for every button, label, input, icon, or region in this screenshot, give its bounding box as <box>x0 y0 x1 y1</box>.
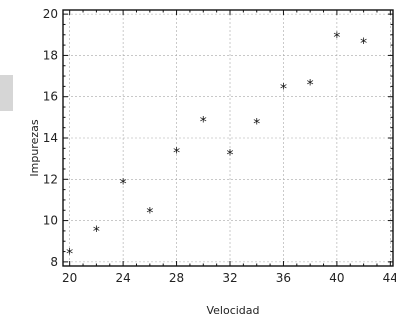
data-point: * <box>360 36 367 52</box>
y-tick-label: 12 <box>43 172 58 186</box>
data-point: * <box>120 176 127 192</box>
tick-labels: 20 24 28 32 36 40 44 8 10 12 14 16 18 20 <box>43 7 396 285</box>
x-tick-label: 32 <box>222 271 237 285</box>
y-tick-label: 8 <box>50 255 58 269</box>
data-point: * <box>227 148 234 164</box>
data-point: * <box>93 224 100 240</box>
data-point: * <box>253 117 260 133</box>
side-panel-tab <box>0 75 13 111</box>
data-point: * <box>66 247 73 263</box>
x-tick-label: 36 <box>276 271 291 285</box>
x-tick-label: 24 <box>115 271 130 285</box>
data-point: * <box>307 77 314 93</box>
x-tick-label: 20 <box>62 271 77 285</box>
x-axis-title: Velocidad <box>206 304 259 317</box>
y-tick-label: 20 <box>43 7 58 21</box>
x-tick-label: 40 <box>329 271 344 285</box>
data-point: * <box>146 205 153 221</box>
data-point: * <box>280 81 287 97</box>
y-tick-label: 16 <box>43 90 58 104</box>
y-tick-label: 14 <box>43 131 58 145</box>
y-axis-title: Impurezas <box>28 119 41 176</box>
data-point: * <box>173 145 180 161</box>
x-tick-label: 44 <box>383 271 396 285</box>
y-tick-label: 10 <box>43 214 58 228</box>
data-points: * * * * * * * * * * * * <box>66 30 367 263</box>
data-point: * <box>200 114 207 130</box>
x-tick-label: 28 <box>169 271 184 285</box>
axis-ticks <box>63 10 393 266</box>
data-point: * <box>333 30 340 46</box>
y-tick-label: 18 <box>43 48 58 62</box>
grid <box>63 10 393 266</box>
